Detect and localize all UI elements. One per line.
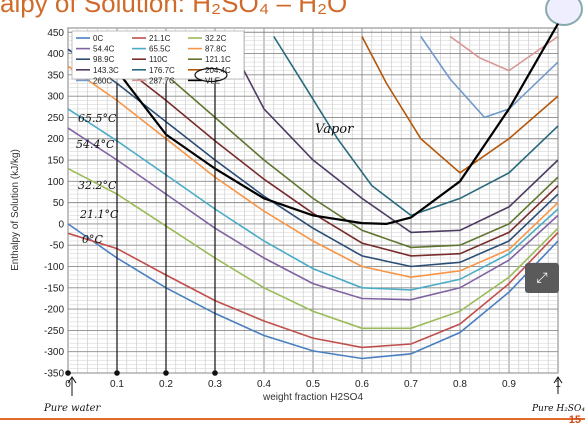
y-tick-label: 300 [47, 92, 64, 103]
y-tick-label: 0 [58, 219, 64, 230]
series-line-176-7c [273, 36, 559, 217]
annotation-temp-65: 65.5°C [78, 112, 117, 125]
y-tick-label: 50 [53, 198, 65, 209]
legend-box [71, 30, 245, 80]
annotation-temp-32: 32.2°C [78, 179, 117, 192]
legend-label: 65.5C [149, 45, 171, 54]
x-axis-title: weight fraction H2SO4 [262, 392, 363, 403]
handwritten-dot [65, 370, 71, 376]
y-tick-label: 100 [47, 177, 64, 188]
y-tick-label: -350 [44, 369, 64, 380]
y-tick-label: -50 [50, 241, 65, 252]
series-line-vle [116, 23, 559, 226]
legend-label: 54.4C [93, 45, 115, 54]
series-line-204-4c [361, 36, 559, 174]
x-tick-label: 0 [65, 379, 71, 390]
series-line-121-1c [140, 36, 559, 249]
page-number: 15 [568, 414, 581, 426]
annotation-temp-21: 21.1°C [79, 208, 119, 221]
y-tick-label: -100 [44, 262, 64, 273]
series-line-21-1c [67, 231, 559, 349]
annotation-pure-water: Pure water [43, 403, 102, 414]
x-tick-label: 0.5 [306, 379, 320, 390]
bottom-rule [0, 418, 585, 420]
legend-label: 0C [93, 34, 103, 43]
series-line-143-3c [214, 35, 559, 234]
y-tick-labels: 450 400 350 300 250 200 150 100 50 0 -50 -100 -150 -2… [44, 28, 64, 380]
y-tick-label: 350 [47, 70, 64, 81]
y-tick-label: 200 [47, 134, 64, 145]
annotation-vapor: Vapor [315, 122, 354, 137]
annotation-temp-54: 54.4°C [76, 138, 115, 151]
legend-label: 87.8C [205, 45, 227, 54]
x-tick-label: 0.6 [355, 379, 369, 390]
annotation-pure-h2so4: Pure H₂SO₄ [531, 404, 585, 414]
handwritten-dot [163, 370, 169, 376]
series-line-287-7c [449, 35, 559, 72]
y-tick-label: 450 [47, 28, 64, 39]
series-line-110c [91, 35, 559, 257]
seal-logo [545, 0, 583, 26]
x-tick-label: 0.3 [208, 379, 222, 390]
handwritten-markers [65, 83, 563, 396]
y-tick-label: 250 [47, 113, 64, 124]
legend-label: 32.2C [205, 34, 227, 43]
legend: 0C 21.1C 32.2C 54.4C 65.5C 87.8C 98.9C 110C 121.… [71, 30, 245, 85]
legend-label: 121.1C [205, 55, 231, 64]
legend-label: 260C [93, 76, 112, 85]
legend-label: 176.7C [149, 66, 175, 75]
handwritten-dot [212, 370, 218, 376]
x-tick-label: 0.8 [453, 379, 467, 390]
slide-title: alpy of Solution: H₂SO₄ – H₂O [0, 0, 348, 18]
vle-circle-annotation [194, 67, 228, 83]
y-tick-label: 150 [47, 156, 64, 167]
expand-button[interactable]: ⤢ [525, 263, 559, 293]
series-line-32-2c [67, 167, 559, 330]
legend-label: 287.7C [149, 76, 175, 85]
x-tick-label: 0.9 [502, 379, 516, 390]
x-tick-label: 0.2 [159, 379, 173, 390]
arrow-pure-water [67, 376, 77, 396]
series-line-260c [420, 36, 559, 119]
x-tick-label: 0.1 [110, 379, 124, 390]
series-line-65-5c [67, 108, 559, 291]
legend-label: 110C [149, 55, 168, 64]
series-line-87-8c [67, 65, 559, 279]
y-tick-label: -200 [44, 305, 64, 316]
y-tick-label: -250 [44, 326, 64, 337]
legend-label: 98.9C [93, 55, 115, 64]
legend-label: 204.4C [205, 66, 231, 75]
y-tick-label: -150 [44, 283, 64, 294]
arrow-pure-h2so4 [553, 376, 563, 394]
legend-label: 21.1C [149, 34, 171, 43]
handwritten-annotations: Vapor Pure water Pure H₂SO₄ 65.5°C 54.4°… [43, 112, 585, 414]
series-line-54-4c [67, 127, 559, 301]
y-tick-label: 400 [47, 49, 64, 60]
y-axis-title: Enthalpy of Solution (kJ/kg) [10, 149, 21, 271]
legend-label: 143.3C [93, 66, 119, 75]
x-tick-label: 0.7 [404, 379, 418, 390]
series-group [67, 23, 559, 360]
expand-icon: ⤢ [536, 270, 548, 286]
series-line-0c [67, 223, 559, 360]
x-tick-label: 0.4 [257, 379, 271, 390]
y-tick-label: -300 [44, 347, 64, 358]
series-line-98-9c [67, 48, 559, 268]
annotation-temp-0: 0°C [82, 233, 103, 246]
handwritten-dot [114, 370, 120, 376]
x-tick-labels: 0 0.1 0.2 0.3 0.4 0.5 0.6 0.7 0.8 0.9 1 [65, 379, 561, 390]
